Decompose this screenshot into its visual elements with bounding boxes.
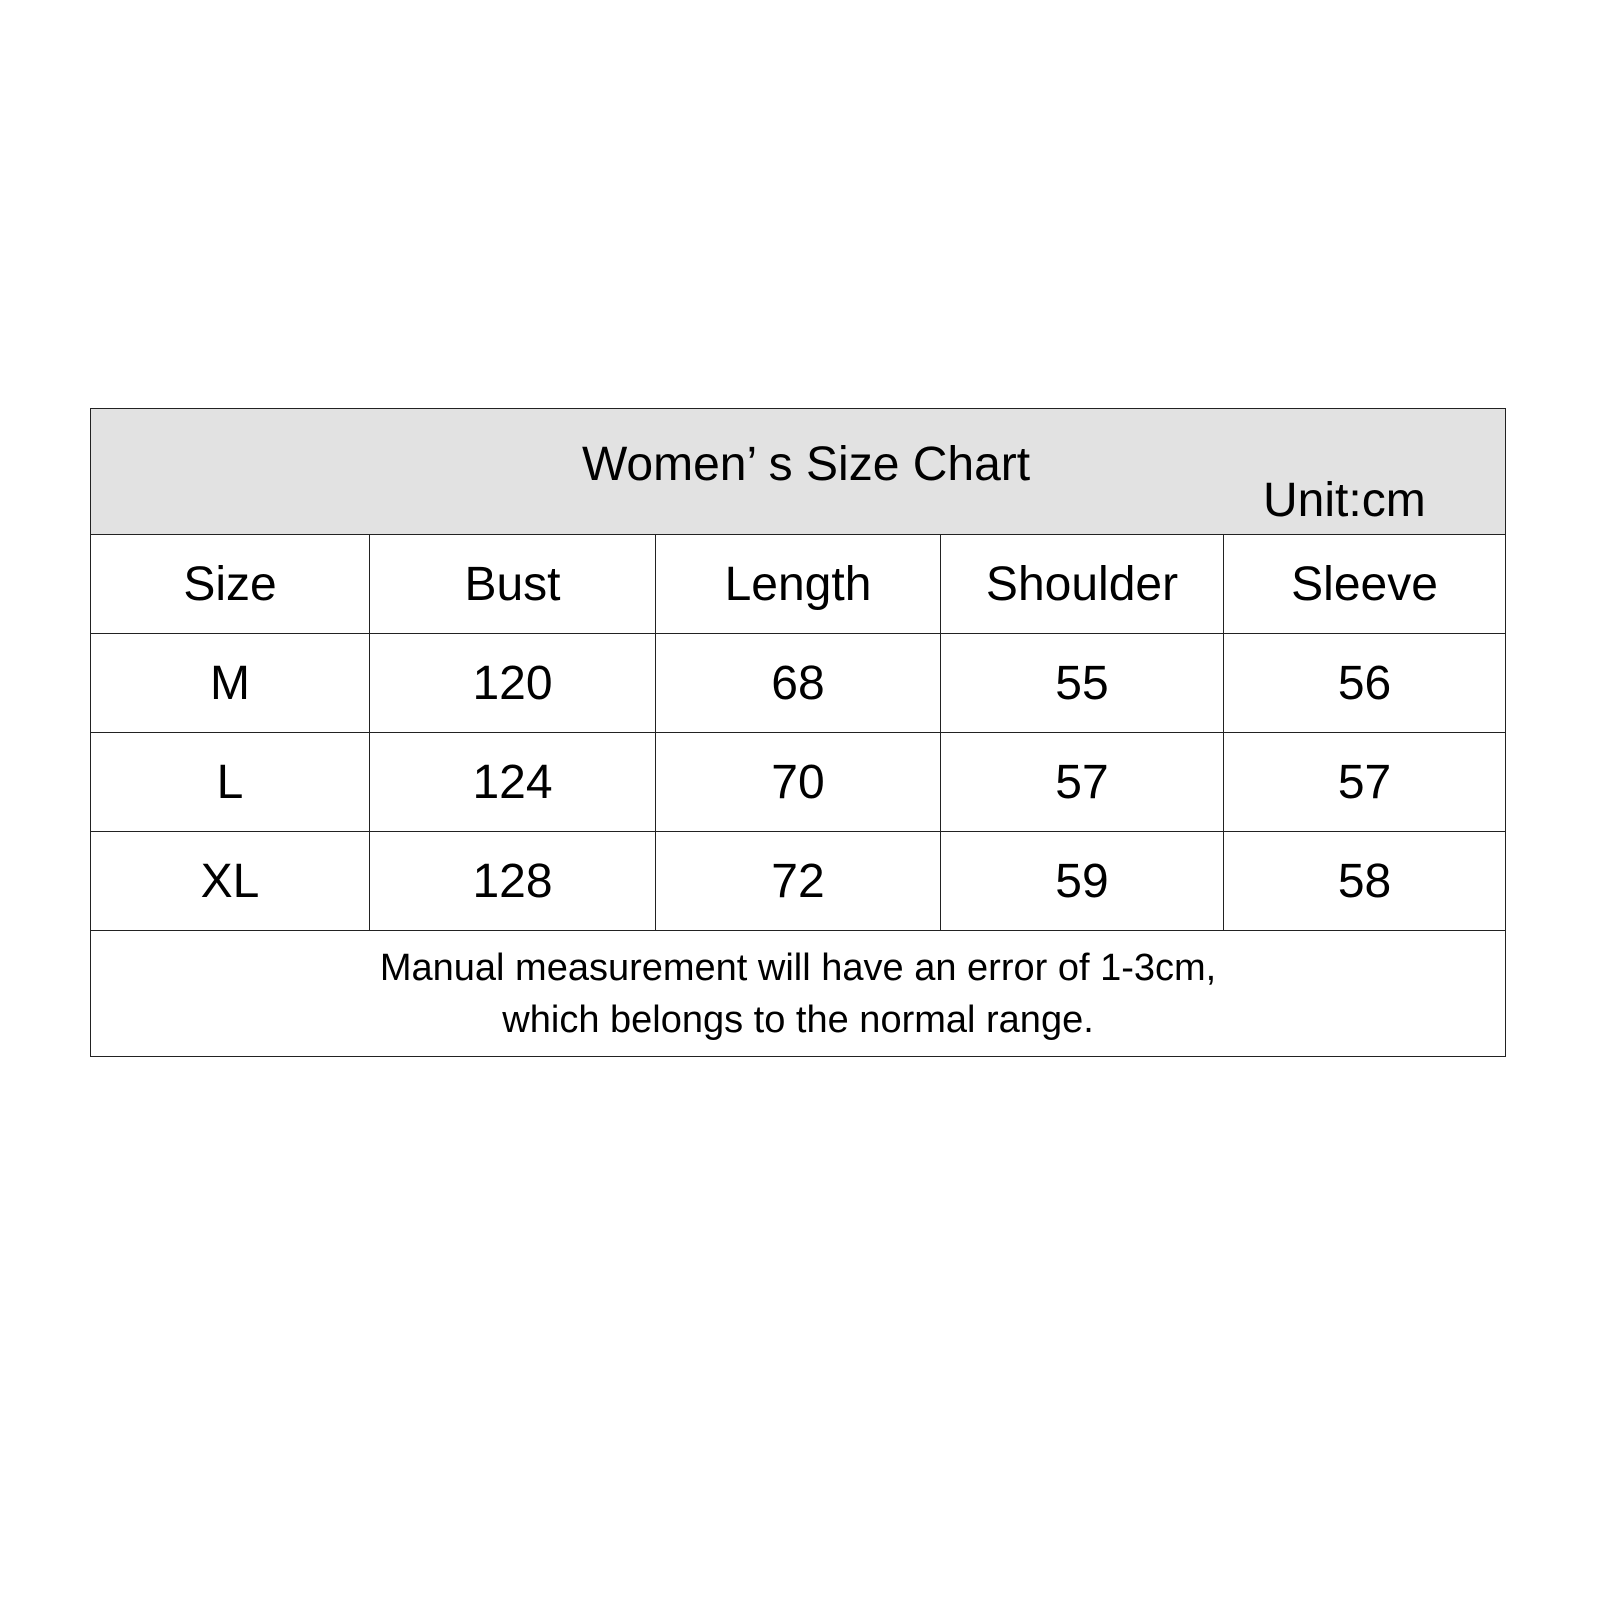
column-header: Length (655, 534, 941, 634)
column-header: Sleeve (1222, 534, 1507, 634)
note-line-2: which belongs to the normal range. (502, 998, 1094, 1041)
table-cell: 70 (655, 732, 941, 832)
unit-label: Unit:cm (1263, 474, 1426, 527)
chart-title: Women’ s Size Chart (581, 438, 1031, 491)
measurement-note: Manual measurement will have an error of… (89, 930, 1507, 1057)
table-cell: 57 (1222, 732, 1507, 832)
table-cell: L (90, 732, 370, 832)
table-cell: 120 (369, 633, 656, 733)
table-cell: 57 (940, 732, 1224, 832)
column-header: Size (90, 534, 370, 634)
column-header: Shoulder (940, 534, 1224, 634)
title-header: Women’ s Size Chart Unit:cm (89, 408, 1507, 535)
table-row: XL 128 72 59 58 (90, 831, 1507, 931)
table-row: M 120 68 55 56 (90, 633, 1507, 733)
table-cell: 124 (369, 732, 656, 832)
table-cell: 55 (940, 633, 1224, 733)
table-cell: 128 (369, 831, 656, 931)
size-chart-table: Women’ s Size Chart Unit:cm Size Bust Le… (89, 408, 1507, 1057)
table-cell: 68 (655, 633, 941, 733)
table-cell: 72 (655, 831, 941, 931)
table-cell: 58 (1222, 831, 1507, 931)
table-cell: XL (90, 831, 370, 931)
column-header-row: Size Bust Length Shoulder Sleeve (90, 534, 1507, 634)
table-cell: 59 (940, 831, 1224, 931)
table-cell: M (90, 633, 370, 733)
note-line-1: Manual measurement will have an error of… (379, 946, 1217, 989)
column-header: Bust (369, 534, 656, 634)
table-row: L 124 70 57 57 (90, 732, 1507, 832)
table-cell: 56 (1222, 633, 1507, 733)
